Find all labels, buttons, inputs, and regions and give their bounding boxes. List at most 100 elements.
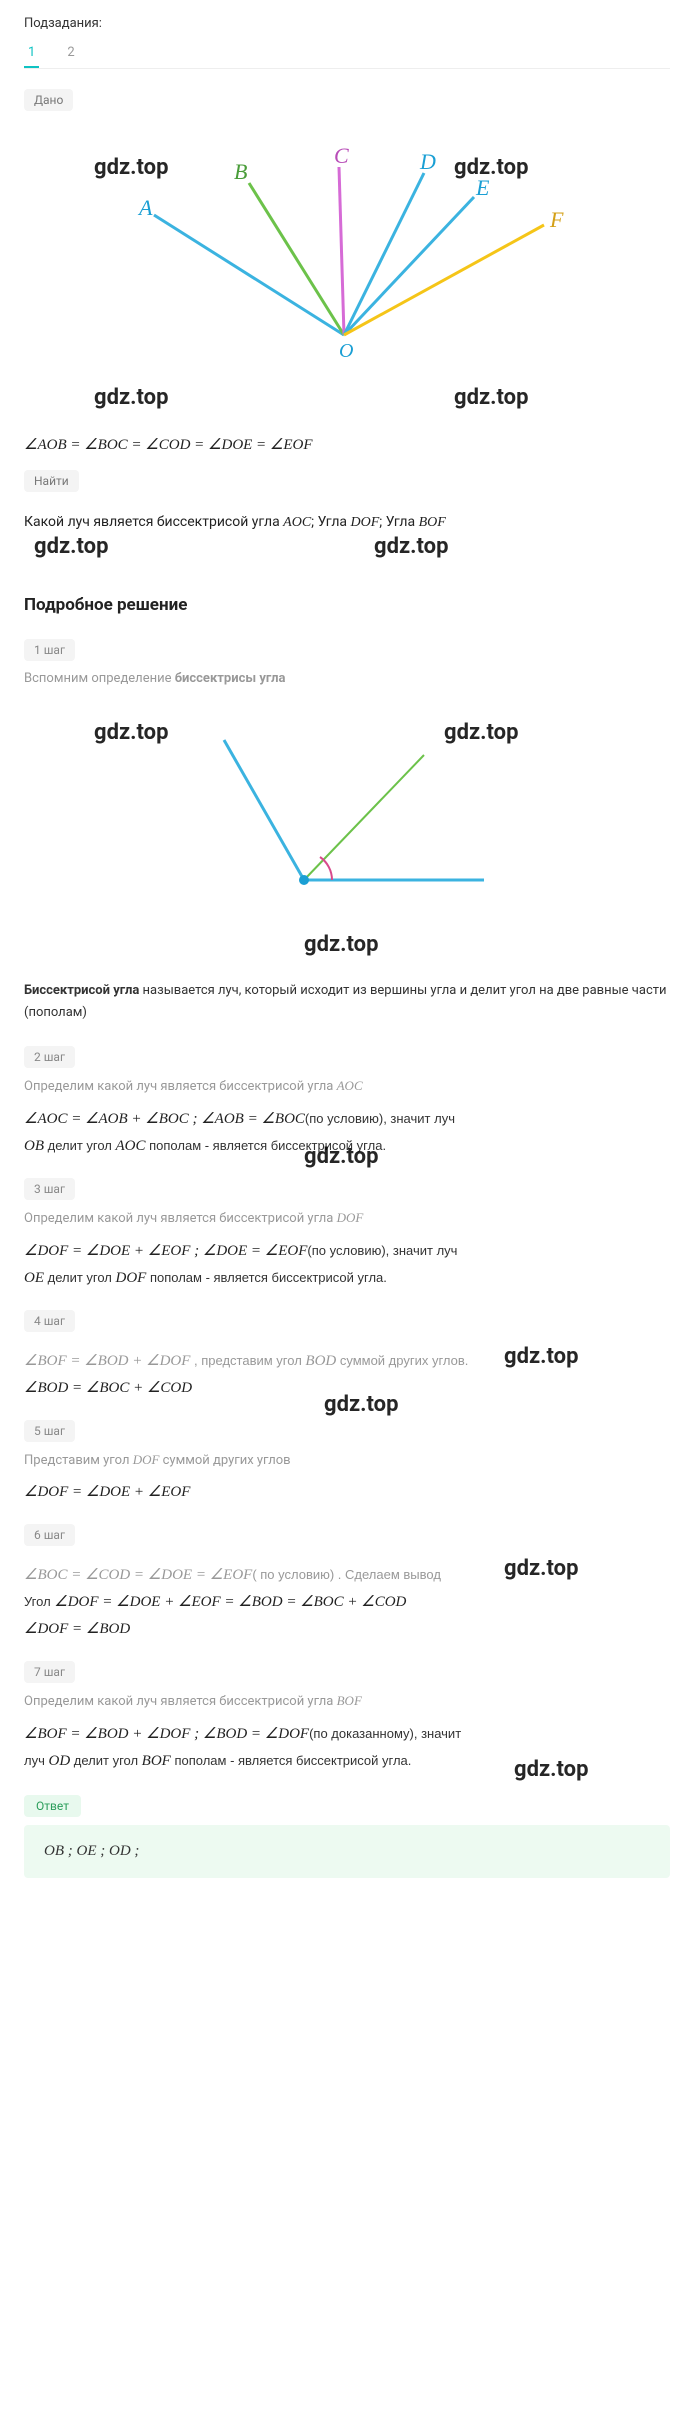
step6-gn: ( по условию) . Сделаем вывод <box>252 1567 441 1582</box>
step4-body: gdz.top ∠BOF = ∠BOD + ∠DOF , представим … <box>24 1348 670 1402</box>
def-bold: Биссектрисой угла <box>24 983 139 998</box>
step4-badge: 4 шаг <box>24 1310 75 1332</box>
step4-gm: BOD <box>305 1353 336 1369</box>
step5-gt: Представим угол <box>24 1453 133 1468</box>
step3-l1: ∠DOF = ∠DOE + ∠EOF ; ∠DOE = ∠EOF <box>24 1243 307 1259</box>
step7-pre: луч <box>24 1753 48 1768</box>
step5-badge: 5 шаг <box>24 1420 75 1442</box>
step7-badge: 7 шаг <box>24 1661 75 1683</box>
step2-n1: (по условию), значит луч <box>305 1111 455 1126</box>
step4-gt: , представим угол <box>190 1353 305 1368</box>
step2-badge: 2 шаг <box>24 1046 75 1068</box>
svg-text:F: F <box>549 207 564 232</box>
step3-m2: DOF <box>116 1270 147 1286</box>
tabs: 1 2 <box>24 39 670 69</box>
diagram-2: gdz.top gdz.top gdz.top <box>24 700 670 960</box>
step2-m2: AOC <box>116 1138 146 1154</box>
watermark: gdz.top <box>94 155 168 180</box>
step5-gm: DOF <box>133 1452 160 1467</box>
watermark: gdz.top <box>94 720 168 745</box>
find-m1: AOC <box>283 515 311 530</box>
step2-body: ∠AOC = ∠AOB + ∠BOC ; ∠AOB = ∠BOC(по усло… <box>24 1106 670 1160</box>
step4-l: ∠BOD = ∠BOC + ∠COD <box>24 1380 192 1396</box>
step6-body: gdz.top ∠BOC = ∠COD = ∠DOE = ∠EOF( по ус… <box>24 1562 670 1643</box>
given-equation: ∠AOB = ∠BOC = ∠COD = ∠DOE = ∠EOF <box>24 435 670 454</box>
find-t2: ; Угла <box>379 514 418 530</box>
step3-n1: (по условию), значит луч <box>307 1243 457 1258</box>
answer-box: OB ; OE ; OD ; <box>24 1825 670 1878</box>
step6-l1: ∠DOF = ∠DOE + ∠EOF = ∠BOD = ∠BOC + ∠COD <box>54 1594 406 1610</box>
step7-gt: Определим какой луч является биссектрисо… <box>24 1694 337 1709</box>
definition: Биссектрисой угла называется луч, которы… <box>24 980 670 1024</box>
step1-badge: 1 шаг <box>24 639 75 661</box>
watermark: gdz.top <box>304 932 378 957</box>
find-t1: ; Угла <box>311 514 350 530</box>
step2-m1: OB <box>24 1138 44 1154</box>
find-badge: Найти <box>24 470 79 492</box>
step1-text: Вспомним определение биссектрисы угла <box>24 669 670 690</box>
step7-t1: делит угол <box>70 1753 142 1768</box>
step2-gm: AOC <box>337 1078 363 1093</box>
step2-gt: Определим какой луч является биссектрисо… <box>24 1079 337 1094</box>
subtasks-label: Подзадания: <box>24 16 670 31</box>
step7-m2: BOF <box>142 1753 171 1769</box>
step3-gm: DOF <box>337 1210 364 1225</box>
find-m2: DOF <box>351 515 380 530</box>
tab-2[interactable]: 2 <box>63 39 78 68</box>
watermark: gdz.top <box>324 1392 398 1417</box>
step3-t1: делит угол <box>44 1270 116 1285</box>
tab-1[interactable]: 1 <box>24 39 39 68</box>
step3-gt: Определим какой луч является биссектрисо… <box>24 1211 337 1226</box>
watermark: gdz.top <box>304 1144 378 1169</box>
watermark: gdz.top <box>34 534 108 559</box>
step3-r: пополам - является биссектрисой угла. <box>146 1270 387 1285</box>
step2-l1: ∠AOC = ∠AOB + ∠BOC ; ∠AOB = ∠BOC <box>24 1111 305 1127</box>
step5-gray: Представим угол DOF суммой других углов <box>24 1450 670 1472</box>
watermark: gdz.top <box>454 155 528 180</box>
step7-n1: (по доказанному), значит <box>309 1726 461 1741</box>
watermark: gdz.top <box>514 1757 588 1782</box>
watermark: gdz.top <box>454 385 528 410</box>
watermark: gdz.top <box>504 1344 578 1369</box>
step6-pre: Угол <box>24 1594 54 1609</box>
step2-t1: делит угол <box>44 1138 116 1153</box>
step3-eq: ∠DOF = ∠DOE + ∠EOF ; ∠DOE = ∠EOF(по усло… <box>24 1238 670 1292</box>
step4-gr: суммой других углов. <box>336 1353 468 1368</box>
svg-text:A: A <box>137 195 153 220</box>
step7-gm: BOF <box>337 1693 362 1708</box>
step4-gl: ∠BOF = ∠BOD + ∠DOF <box>24 1353 190 1369</box>
step3-badge: 3 шаг <box>24 1178 75 1200</box>
answer-badge: Ответ <box>24 1795 81 1817</box>
find-text: Какой луч является биссектрисой угла AOC… <box>24 514 670 531</box>
svg-text:B: B <box>234 159 247 184</box>
find-m3: BOF <box>419 515 446 530</box>
svg-text:O: O <box>339 340 353 362</box>
given-badge: Дано <box>24 89 73 111</box>
step7-body: ∠BOF = ∠BOD + ∠DOF ; ∠BOD = ∠DOF(по дока… <box>24 1721 670 1775</box>
step7-l1: ∠BOF = ∠BOD + ∠DOF ; ∠BOD = ∠DOF <box>24 1726 309 1742</box>
step5-l: ∠DOF = ∠DOE + ∠EOF <box>24 1484 190 1500</box>
step3-m1: OE <box>24 1270 44 1286</box>
svg-text:D: D <box>419 149 436 174</box>
step3-gray: Определим какой луч является биссектрисо… <box>24 1208 670 1230</box>
step7-m1: OD <box>48 1753 70 1769</box>
step2-gray: Определим какой луч является биссектрисо… <box>24 1076 670 1098</box>
find-prefix: Какой луч является биссектрисой угла <box>24 514 283 530</box>
step6-l2: ∠DOF = ∠BOD <box>24 1621 130 1637</box>
step6-gl: ∠BOC = ∠COD = ∠DOE = ∠EOF <box>24 1567 252 1583</box>
step7-gray: Определим какой луч является биссектрисо… <box>24 1691 670 1713</box>
step5-eq: ∠DOF = ∠DOE + ∠EOF <box>24 1479 670 1506</box>
step7-r: пополам - является биссектрисой угла. <box>171 1753 412 1768</box>
watermark: gdz.top <box>444 720 518 745</box>
find-block: Какой луч является биссектрисой угла AOC… <box>24 514 670 531</box>
watermark: gdz.top <box>374 534 448 559</box>
step1-intro: Вспомним определение <box>24 671 175 686</box>
svg-text:C: C <box>334 143 349 168</box>
step6-badge: 6 шаг <box>24 1524 75 1546</box>
step1-bold: биссектрисы угла <box>175 671 286 686</box>
watermark: gdz.top <box>504 1556 578 1581</box>
diagram-1: gdz.top gdz.top gdz.top gdz.top A B C D … <box>24 135 670 415</box>
watermark: gdz.top <box>94 385 168 410</box>
step5-gr: суммой других углов <box>159 1453 290 1468</box>
solution-title: Подробное решение <box>24 595 670 615</box>
